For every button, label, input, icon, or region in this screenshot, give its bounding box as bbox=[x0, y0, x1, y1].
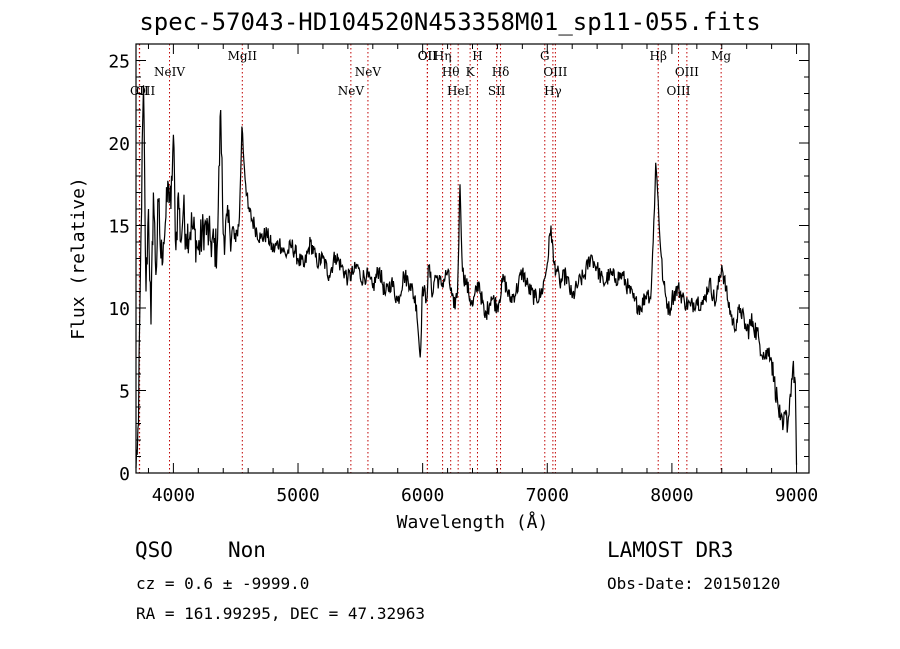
object-class: QSO bbox=[135, 538, 173, 562]
line-marker-label: OIII bbox=[666, 84, 690, 98]
redshift-info: cz = 0.6 ± -9999.0 bbox=[136, 574, 310, 593]
line-marker-label: OIII bbox=[543, 65, 567, 79]
x-tick-label: 4000 bbox=[152, 485, 195, 506]
y-axis-label: Flux (relative) bbox=[68, 177, 89, 340]
x-tick-label: 5000 bbox=[276, 485, 319, 506]
line-marker-label: K bbox=[466, 65, 476, 79]
x-tick-label: 6000 bbox=[401, 485, 444, 506]
plot-frame bbox=[135, 43, 810, 474]
line-marker-label: NeV bbox=[338, 84, 365, 98]
line-marker-label: OIII bbox=[675, 65, 699, 79]
line-marker-label: G bbox=[540, 49, 550, 63]
x-tick-label: 7000 bbox=[526, 485, 569, 506]
line-marker-label: Hγ bbox=[544, 84, 562, 98]
line-marker-label: OII bbox=[136, 84, 156, 98]
line-marker-label: NeV bbox=[355, 65, 382, 79]
line-marker-label: SII bbox=[488, 84, 506, 98]
y-tick-label: 20 bbox=[108, 134, 130, 155]
object-subclass: Non bbox=[228, 538, 266, 562]
y-tick-label: 10 bbox=[108, 299, 130, 320]
y-tick-label: 0 bbox=[119, 464, 130, 485]
line-marker-label: Mg bbox=[711, 49, 731, 63]
x-tick-label: 8000 bbox=[650, 485, 693, 506]
line-marker-label: NeIV bbox=[154, 65, 185, 79]
observation-date: Obs-Date: 20150120 bbox=[607, 574, 781, 593]
axis-ticks: 4000 5000 6000 7000 8000 9000 0 5 10 15 20 25 bbox=[108, 44, 818, 506]
x-axis-label: Wavelength (Å) bbox=[397, 511, 549, 533]
line-marker-label: Hη bbox=[434, 49, 452, 63]
coordinates-info: RA = 161.99295, DEC = 47.32963 bbox=[136, 604, 425, 623]
page-title: spec-57043-HD104520N453358M01_sp11-055.f… bbox=[139, 8, 761, 36]
line-marker-label: H bbox=[472, 49, 482, 63]
line-marker-label: HeI bbox=[447, 84, 470, 98]
line-marker-label: MgII bbox=[228, 49, 258, 63]
line-marker-label: Hδ bbox=[492, 65, 510, 79]
y-tick-label: 5 bbox=[119, 382, 130, 403]
spectrum-series-line bbox=[135, 85, 798, 469]
y-tick-label: 15 bbox=[108, 217, 130, 238]
line-marker-label: Hθ bbox=[442, 65, 460, 79]
line-markers bbox=[138, 44, 722, 473]
y-tick-label: 25 bbox=[108, 52, 130, 73]
x-tick-label: 9000 bbox=[775, 485, 818, 506]
line-marker-label: Hβ bbox=[649, 49, 666, 63]
survey-name: LAMOST DR3 bbox=[607, 538, 734, 562]
